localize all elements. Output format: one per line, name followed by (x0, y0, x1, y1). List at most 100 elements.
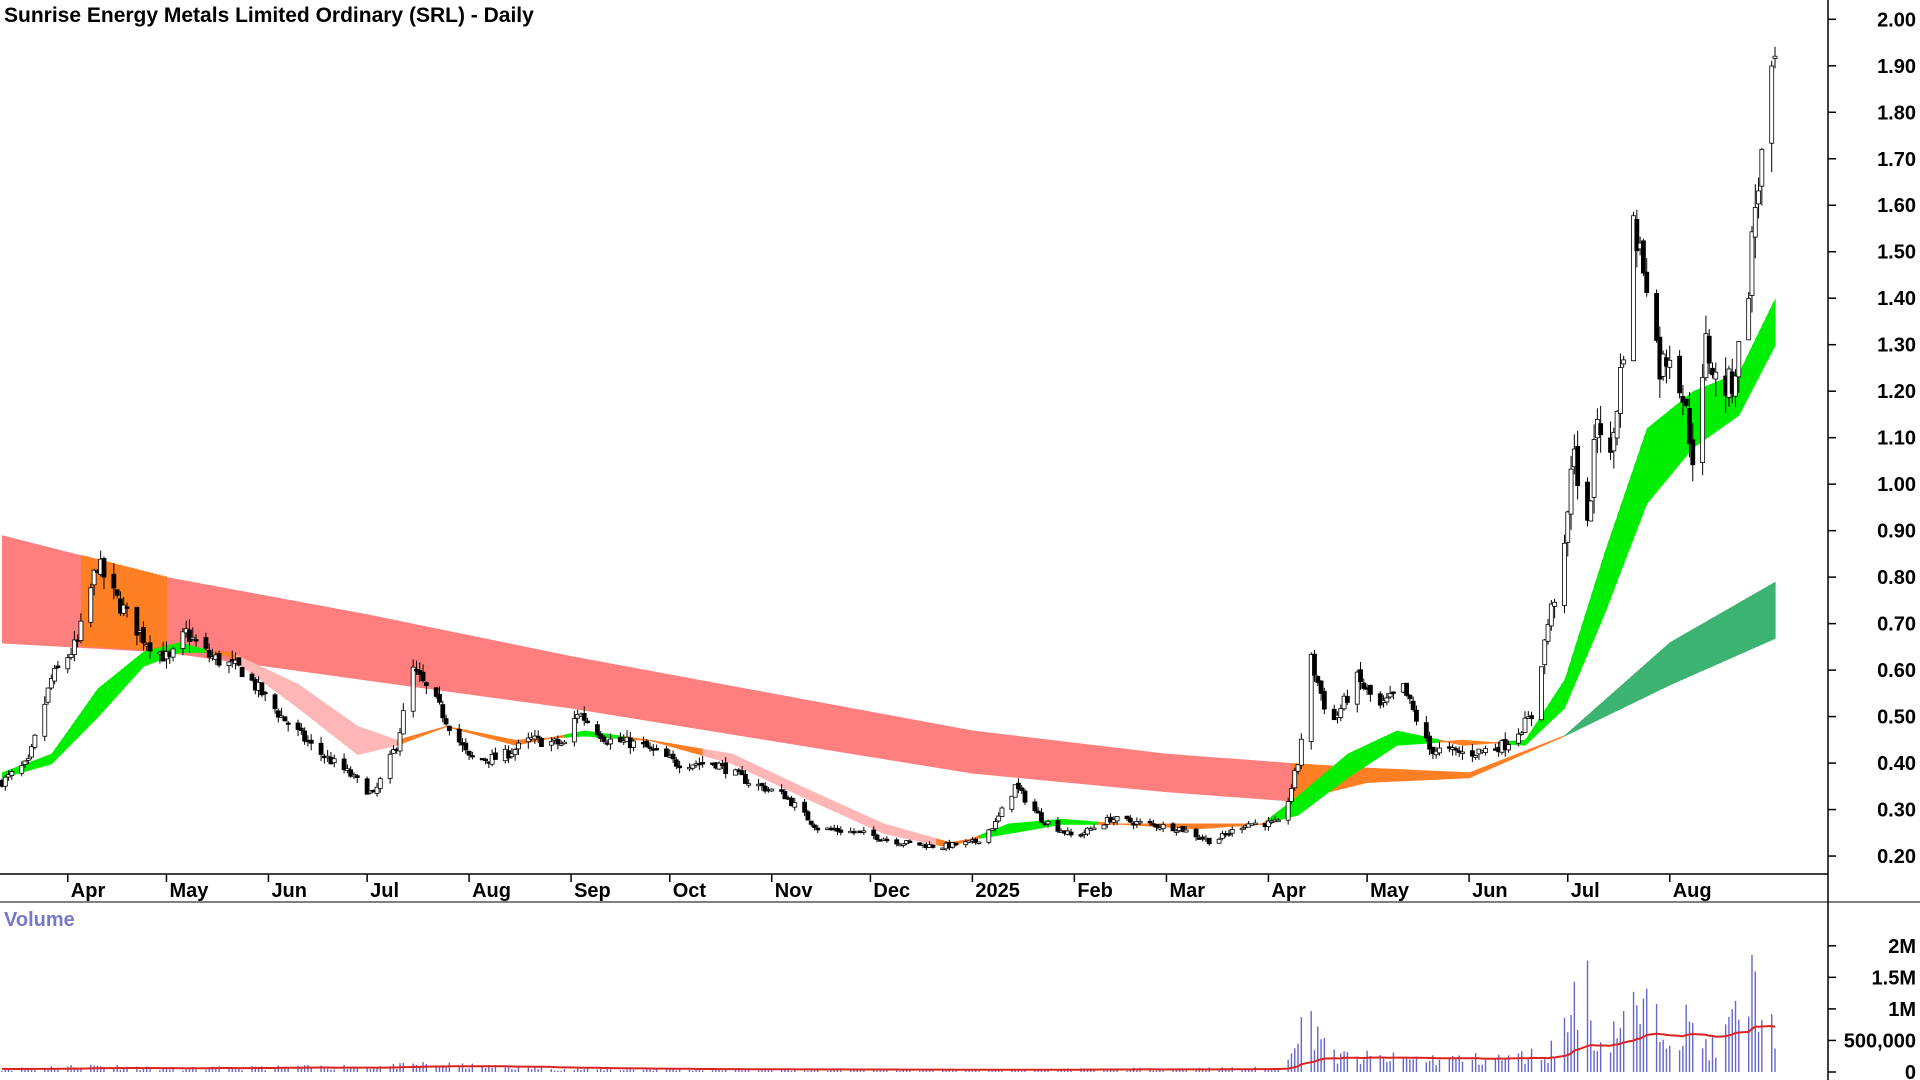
long-ribbon-segment (21, 540, 26, 645)
long-ribbon-segment (1653, 653, 1658, 694)
long-ribbon-segment (1080, 743, 1085, 785)
short-ribbon-segment (334, 709, 339, 740)
long-ribbon-segment (1367, 767, 1372, 783)
short-ribbon-segment (242, 657, 247, 670)
long-ribbon-segment (705, 681, 710, 731)
candle-body (1101, 824, 1107, 830)
long-ribbon-segment (103, 561, 108, 648)
candle-body (1752, 207, 1758, 238)
short-ribbon-segment (1768, 304, 1773, 359)
short-ribbon-segment (330, 707, 335, 737)
short-ribbon-segment (390, 737, 395, 748)
long-ribbon-segment (594, 660, 598, 713)
short-ribbon-segment (1406, 732, 1411, 745)
long-ribbon-segment (1719, 612, 1723, 664)
candle-body (226, 661, 232, 666)
candle-body (456, 728, 462, 743)
long-ribbon-segment (544, 650, 549, 706)
short-ribbon-segment (107, 678, 112, 707)
long-ribbon-segment (150, 572, 154, 651)
long-ribbon-segment (469, 635, 473, 696)
short-ribbon-segment (288, 679, 293, 704)
short-ribbon-segment (311, 693, 316, 722)
short-ribbon-segment (1298, 792, 1302, 816)
long-ribbon-segment (327, 607, 332, 676)
y-tick-label: 1.70 (1877, 149, 1916, 171)
candle-body (953, 842, 959, 846)
long-ribbon-segment (1508, 755, 1513, 761)
long-ribbon-segment (574, 656, 579, 710)
candle-body (1519, 732, 1525, 735)
y-tick-label: 0.90 (1877, 521, 1916, 543)
short-ribbon-segment (1607, 534, 1612, 607)
long-ribbon-segment (1686, 630, 1691, 678)
short-ribbon-segment (1469, 740, 1473, 746)
short-ribbon-segment (38, 757, 43, 768)
candle-body (1193, 828, 1199, 838)
long-ribbon-segment (357, 612, 362, 680)
long-ribbon-segment (801, 698, 806, 747)
candle-body (1358, 669, 1363, 683)
short-ribbon-segment (755, 764, 760, 777)
candle-body (930, 844, 936, 848)
long-ribbon-segment (1699, 623, 1704, 673)
long-ribbon-segment (893, 715, 898, 762)
short-ribbon-segment (192, 645, 197, 653)
candle-body (1437, 747, 1442, 754)
long-ribbon-segment (531, 648, 536, 704)
short-ribbon-segment (646, 739, 651, 742)
long-ribbon-segment (1590, 709, 1595, 724)
short-ribbon-segment (1001, 824, 1006, 836)
short-ribbon-segment (485, 733, 490, 739)
long-ribbon-segment (370, 614, 375, 682)
short-ribbon-segment (636, 737, 641, 741)
long-ribbon-segment (1534, 745, 1539, 750)
short-ribbon-segment (1719, 379, 1723, 430)
short-ribbon-segment (781, 777, 786, 790)
short-ribbon-segment (1021, 822, 1026, 832)
candle-body (397, 732, 403, 752)
candle-body (1124, 815, 1130, 820)
short-ribbon-segment (1314, 778, 1319, 804)
candle-body (114, 589, 120, 596)
short-ribbon-segment (1357, 747, 1362, 772)
long-ribbon-segment (281, 598, 286, 670)
short-ribbon-segment (1761, 318, 1766, 372)
long-ribbon-segment (1360, 767, 1365, 785)
x-tick-label: May (1370, 880, 1410, 902)
long-ribbon-segment (607, 662, 612, 715)
candle-body (1239, 827, 1245, 831)
long-ribbon-segment (396, 620, 401, 686)
long-ribbon-segment (755, 690, 760, 739)
long-ribbon-segment (485, 638, 490, 698)
short-ribbon-segment (1465, 740, 1470, 746)
short-ribbon-segment (28, 761, 33, 771)
long-ribbon-segment (1298, 763, 1302, 800)
long-ribbon-segment (25, 541, 29, 645)
candle-body (769, 788, 775, 792)
short-ribbon-segment (1189, 823, 1194, 830)
long-ribbon-segment (521, 646, 526, 703)
candle-body (1756, 190, 1761, 205)
long-ribbon-segment (903, 717, 908, 763)
short-ribbon-segment (501, 737, 506, 744)
short-ribbon-segment (1196, 823, 1200, 830)
x-tick-label: Sep (574, 880, 611, 902)
candle-body (1644, 271, 1650, 293)
candle-body (2, 776, 8, 787)
candle-body (815, 827, 821, 831)
long-ribbon-segment (876, 712, 881, 759)
short-ribbon-segment (913, 831, 918, 841)
long-ribbon-segment (1561, 735, 1566, 738)
short-ribbon-segment (150, 648, 154, 665)
long-ribbon-segment (1449, 771, 1454, 780)
long-ribbon-segment (995, 733, 1000, 777)
x-tick-label: Jun (1472, 880, 1508, 902)
short-ribbon-segment (577, 731, 582, 737)
short-ribbon-segment (472, 731, 477, 736)
x-tick-label: Aug (472, 880, 511, 902)
short-ribbon-segment (1008, 823, 1013, 835)
candle-body (1180, 825, 1186, 832)
long-ribbon-segment (916, 720, 921, 766)
long-ribbon-segment (1163, 753, 1168, 793)
